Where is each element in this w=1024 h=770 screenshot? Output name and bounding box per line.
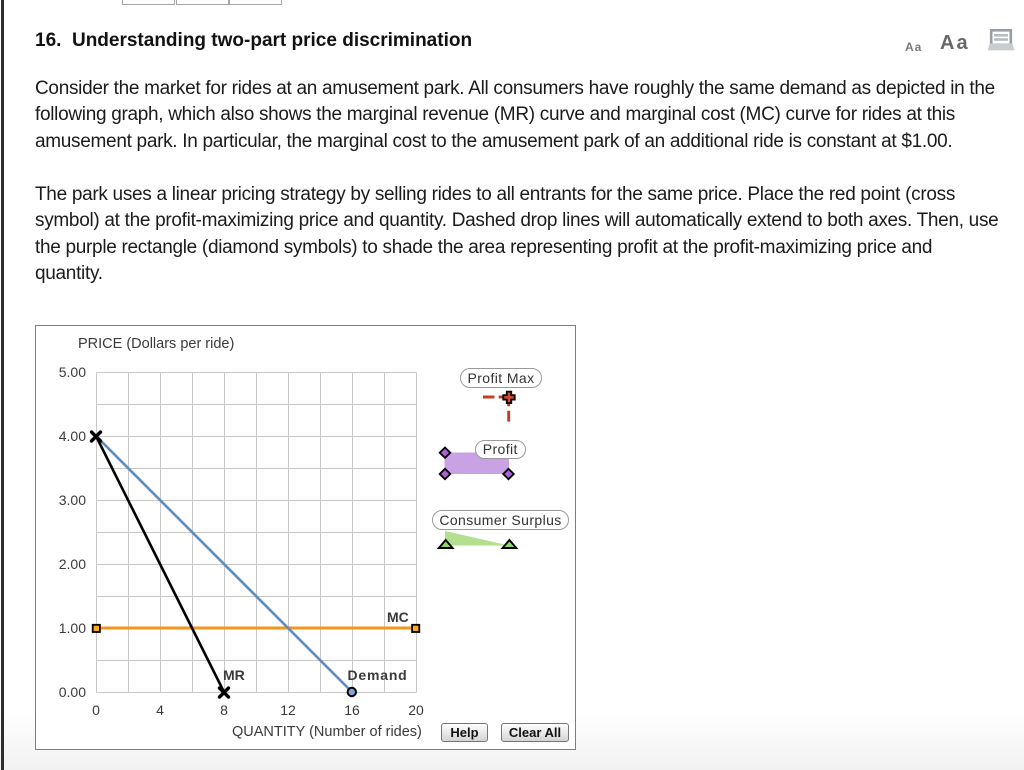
svg-text:0.00: 0.00: [59, 684, 86, 700]
svg-text:20: 20: [408, 702, 424, 718]
svg-text:2.00: 2.00: [59, 556, 86, 572]
svg-text:Demand: Demand: [348, 667, 408, 683]
svg-text:1.00: 1.00: [59, 620, 86, 636]
svg-text:8: 8: [220, 702, 228, 718]
svg-text:12: 12: [280, 702, 296, 718]
svg-text:16: 16: [344, 702, 360, 718]
svg-text:5.00: 5.00: [59, 364, 86, 380]
svg-text:0: 0: [92, 702, 100, 718]
svg-text:4: 4: [156, 702, 164, 718]
svg-text:MR: MR: [223, 667, 245, 683]
svg-text:QUANTITY (Number of rides): QUANTITY (Number of rides): [232, 724, 422, 740]
svg-text:4.00: 4.00: [59, 428, 86, 444]
svg-text:PRICE (Dollars per ride): PRICE (Dollars per ride): [78, 336, 234, 352]
svg-text:3.00: 3.00: [59, 492, 86, 508]
svg-text:MC: MC: [387, 609, 409, 625]
